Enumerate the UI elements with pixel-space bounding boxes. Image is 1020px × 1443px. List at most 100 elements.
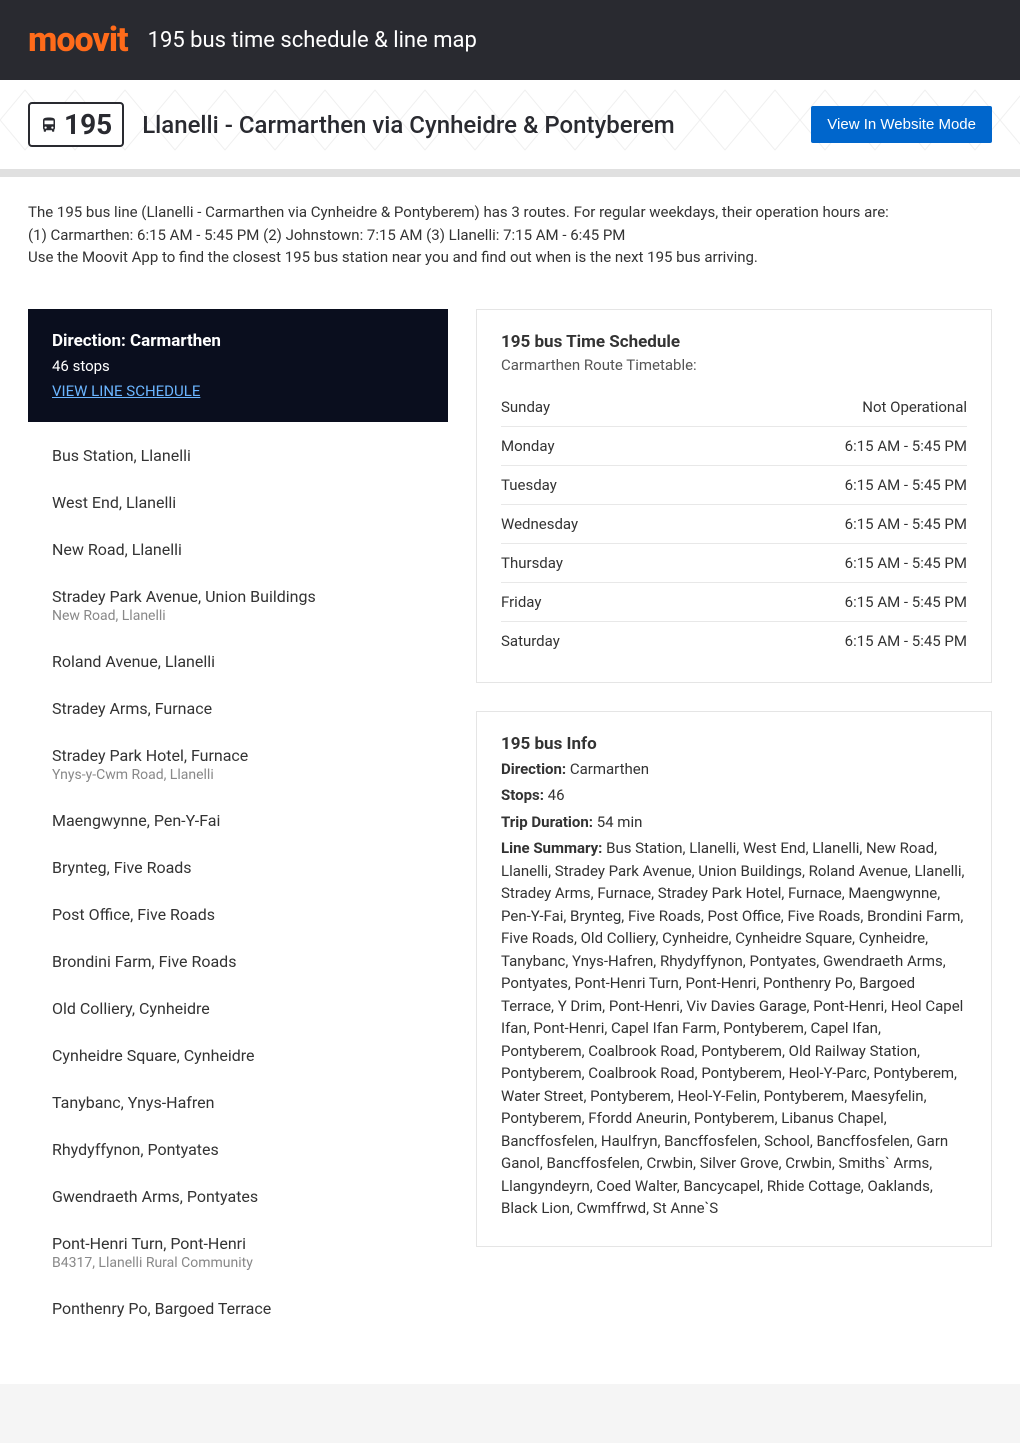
info-stops: Stops: 46	[501, 784, 967, 807]
stop-name: Brynteg, Five Roads	[52, 858, 424, 877]
schedule-hours: 6:15 AM - 5:45 PM	[681, 582, 967, 621]
intro-p3: Use the Moovit App to find the closest 1…	[28, 246, 992, 269]
stop-sub: Ynys-y-Cwm Road, Llanelli	[52, 767, 424, 783]
schedule-hours: 6:15 AM - 5:45 PM	[681, 426, 967, 465]
stop-name: Pont-Henri Turn, Pont-Henri	[52, 1234, 424, 1253]
info-summary-value: Bus Station, Llanelli, West End, Llanell…	[501, 839, 964, 1217]
schedule-row: Friday6:15 AM - 5:45 PM	[501, 582, 967, 621]
stop-item: New Road, Llanelli	[52, 526, 424, 573]
stop-name: Rhydyffynon, Pontyates	[52, 1140, 424, 1159]
info-duration-value: 54 min	[593, 813, 642, 831]
stop-item: Cynheidre Square, Cynheidre	[52, 1032, 424, 1079]
schedule-day: Friday	[501, 582, 681, 621]
stop-item: Post Office, Five Roads	[52, 891, 424, 938]
schedule-day: Tuesday	[501, 465, 681, 504]
direction-card: Direction: Carmarthen 46 stops VIEW LINE…	[28, 309, 448, 422]
subheader-left: 195 Llanelli - Carmarthen via Cynheidre …	[28, 102, 675, 147]
stop-item: Maengwynne, Pen-Y-Fai	[52, 797, 424, 844]
schedule-hours: 6:15 AM - 5:45 PM	[681, 621, 967, 660]
stop-item: Bus Station, Llanelli	[52, 432, 424, 479]
schedule-hours: Not Operational	[681, 388, 967, 427]
route-badge: 195	[28, 102, 124, 147]
page-title: 195 bus time schedule & line map	[148, 28, 477, 53]
schedule-day: Saturday	[501, 621, 681, 660]
direction-title: Direction: Carmarthen	[52, 331, 424, 351]
stop-item: Pont-Henri Turn, Pont-Henri B4317, Llanel…	[52, 1220, 424, 1285]
schedule-row: Monday6:15 AM - 5:45 PM	[501, 426, 967, 465]
schedule-title: 195 bus Time Schedule	[501, 332, 967, 352]
view-line-schedule-link[interactable]: VIEW LINE SCHEDULE	[52, 382, 200, 400]
stop-name: New Road, Llanelli	[52, 540, 424, 559]
schedule-hours: 6:15 AM - 5:45 PM	[681, 543, 967, 582]
right-column: 195 bus Time Schedule Carmarthen Route T…	[476, 309, 992, 1275]
stop-item: Stradey Arms, Furnace	[52, 685, 424, 732]
info-duration: Trip Duration: 54 min	[501, 811, 967, 834]
direction-stops-count: 46 stops	[52, 357, 424, 375]
stop-item: Old Colliery, Cynheidre	[52, 985, 424, 1032]
info-summary-label: Line Summary:	[501, 839, 602, 857]
stop-item: Roland Avenue, Llanelli	[52, 638, 424, 685]
info-stops-value: 46	[544, 786, 565, 804]
intro-p1: The 195 bus line (Llanelli - Carmarthen …	[28, 201, 992, 224]
stop-item: Tanybanc, Ynys-Hafren	[52, 1079, 424, 1126]
info-stops-label: Stops:	[501, 786, 544, 804]
schedule-table: SundayNot Operational Monday6:15 AM - 5:…	[501, 388, 967, 660]
stop-sub: B4317, Llanelli Rural Community	[52, 1255, 424, 1271]
schedule-row: Wednesday6:15 AM - 5:45 PM	[501, 504, 967, 543]
stop-item: Stradey Park Hotel, Furnace Ynys-y-Cwm Ro…	[52, 732, 424, 797]
stop-item: Ponthenry Po, Bargoed Terrace	[52, 1285, 424, 1332]
schedule-row: Tuesday6:15 AM - 5:45 PM	[501, 465, 967, 504]
main-columns: Direction: Carmarthen 46 stops VIEW LINE…	[0, 293, 1020, 1384]
schedule-row: SundayNot Operational	[501, 388, 967, 427]
stop-item: Stradey Park Avenue, Union Buildings New …	[52, 573, 424, 638]
info-direction-value: Carmarthen	[566, 760, 649, 778]
stop-name: Stradey Arms, Furnace	[52, 699, 424, 718]
moovit-logo: moovit	[28, 20, 128, 60]
bus-icon	[40, 116, 58, 134]
schedule-card: 195 bus Time Schedule Carmarthen Route T…	[476, 309, 992, 683]
schedule-day: Thursday	[501, 543, 681, 582]
info-direction-label: Direction:	[501, 760, 566, 778]
bus-info-title: 195 bus Info	[501, 734, 967, 754]
stop-name: Tanybanc, Ynys-Hafren	[52, 1093, 424, 1112]
stop-name: Stradey Park Avenue, Union Buildings	[52, 587, 424, 606]
schedule-hours: 6:15 AM - 5:45 PM	[681, 465, 967, 504]
schedule-day: Sunday	[501, 388, 681, 427]
schedule-day: Monday	[501, 426, 681, 465]
stop-item: Gwendraeth Arms, Pontyates	[52, 1173, 424, 1220]
schedule-hours: 6:15 AM - 5:45 PM	[681, 504, 967, 543]
stop-name: Stradey Park Hotel, Furnace	[52, 746, 424, 765]
stop-name: Maengwynne, Pen-Y-Fai	[52, 811, 424, 830]
schedule-subtitle: Carmarthen Route Timetable:	[501, 356, 967, 374]
website-mode-button[interactable]: View In Website Mode	[811, 106, 992, 143]
stop-item: Rhydyffynon, Pontyates	[52, 1126, 424, 1173]
stops-list: Bus Station, Llanelli West End, Llanelli…	[28, 422, 448, 1356]
bus-info-card: 195 bus Info Direction: Carmarthen Stops…	[476, 711, 992, 1247]
stop-name: Bus Station, Llanelli	[52, 446, 424, 465]
info-direction: Direction: Carmarthen	[501, 758, 967, 781]
stop-item: Brynteg, Five Roads	[52, 844, 424, 891]
route-name: Llanelli - Carmarthen via Cynheidre & Po…	[142, 111, 674, 139]
stop-item: Brondini Farm, Five Roads	[52, 938, 424, 985]
stop-name: Brondini Farm, Five Roads	[52, 952, 424, 971]
stop-name: Cynheidre Square, Cynheidre	[52, 1046, 424, 1065]
stop-name: Gwendraeth Arms, Pontyates	[52, 1187, 424, 1206]
stop-name: Old Colliery, Cynheidre	[52, 999, 424, 1018]
stop-name: Roland Avenue, Llanelli	[52, 652, 424, 671]
info-summary: Line Summary: Bus Station, Llanelli, Wes…	[501, 837, 967, 1220]
left-column: Direction: Carmarthen 46 stops VIEW LINE…	[28, 309, 448, 1356]
intro-p2: (1) Carmarthen: 6:15 AM - 5:45 PM (2) Jo…	[28, 224, 992, 247]
stop-name: Post Office, Five Roads	[52, 905, 424, 924]
route-number: 195	[64, 108, 112, 141]
subheader: 195 Llanelli - Carmarthen via Cynheidre …	[0, 80, 1020, 177]
stop-name: Ponthenry Po, Bargoed Terrace	[52, 1299, 424, 1318]
schedule-row: Saturday6:15 AM - 5:45 PM	[501, 621, 967, 660]
stop-sub: New Road, Llanelli	[52, 608, 424, 624]
top-header: moovit 195 bus time schedule & line map	[0, 0, 1020, 80]
intro-text: The 195 bus line (Llanelli - Carmarthen …	[0, 177, 1020, 293]
stop-item: West End, Llanelli	[52, 479, 424, 526]
schedule-row: Thursday6:15 AM - 5:45 PM	[501, 543, 967, 582]
stop-name: West End, Llanelli	[52, 493, 424, 512]
info-duration-label: Trip Duration:	[501, 813, 593, 831]
schedule-day: Wednesday	[501, 504, 681, 543]
